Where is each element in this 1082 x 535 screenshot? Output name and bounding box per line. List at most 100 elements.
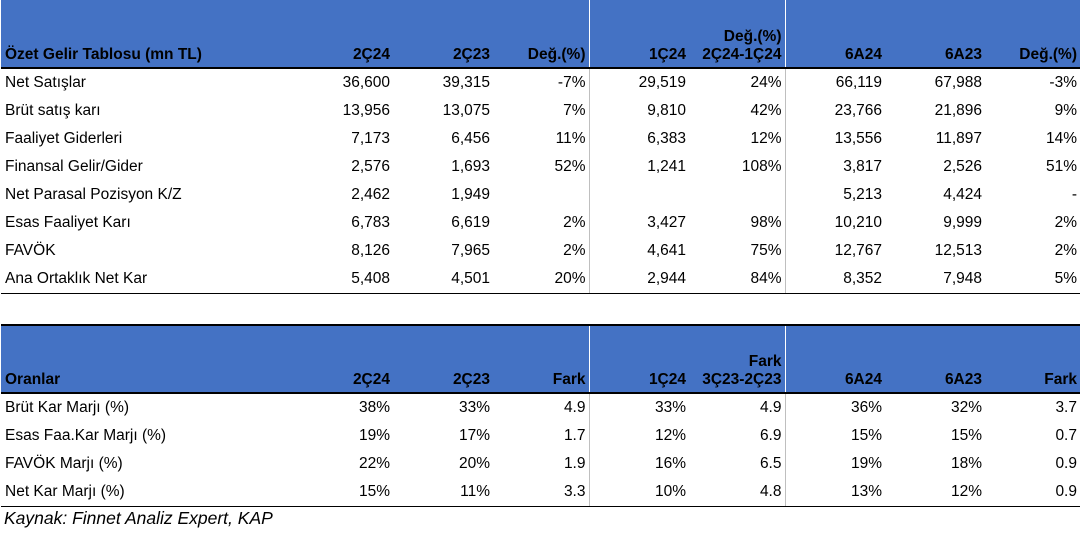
income-cell-q2-23: 1,949 xyxy=(451,186,490,203)
income-cell-q1-24 xyxy=(588,181,689,209)
ratios-cell-q2-24: 19% xyxy=(358,427,390,444)
ratios-cell-q2-23: 17% xyxy=(458,427,490,444)
income-cell-h1-23: 7,948 xyxy=(885,265,985,294)
income-header-q2-23: 2Ç23 xyxy=(452,46,490,63)
income-cell-chg-yoy: 52% xyxy=(554,158,586,175)
ratios-cell-chg-yoy: 1.9 xyxy=(563,455,586,472)
income-cell-label: Finansal Gelir/Gider xyxy=(5,158,143,175)
ratios-cell-q2-24: 22% xyxy=(358,455,390,472)
ratios-table: Oranlar 2Ç24 2Ç23 Fark 1Ç24 Fark 3Ç23-2Ç2… xyxy=(1,324,1080,507)
ratios-row: FAVÖK Marjı (%) 22% 20% 1.9 16% 6.5 19% 18% 0.9 xyxy=(1,450,1080,478)
income-cell-q2-24: 36,600 xyxy=(342,74,390,91)
income-cell-chg-qoq: 42% xyxy=(750,102,782,119)
income-header-h1-24: 6A24 xyxy=(784,0,885,68)
income-row: Faaliyet Giderleri 7,173 6,456 11% 6,383 12% 1… xyxy=(1,125,1080,153)
income-cell-label: Brüt satış karı xyxy=(5,102,101,119)
income-cell-q1-24: 2,944 xyxy=(588,265,689,294)
ratios-cell-chg-h: 3.7 xyxy=(1055,399,1077,416)
income-cell-label: Net Parasal Pozisyon K/Z xyxy=(5,186,182,203)
income-header-chg-qoq: Değ.(%) 2Ç24-1Ç24 xyxy=(689,1,785,69)
income-cell-h1-24: 66,119 xyxy=(784,68,885,97)
income-cell-h1-24: 8,352 xyxy=(784,265,885,294)
income-cell-chg-yoy: 11% xyxy=(555,130,586,147)
income-cell-q2-23: 6,456 xyxy=(451,130,490,147)
income-cell-h1-24: 10,210 xyxy=(784,209,885,237)
income-cell-q2-24: 2,576 xyxy=(351,158,390,175)
income-cell-h1-23: 4,424 xyxy=(943,186,982,203)
income-cell-chg-qoq: 75% xyxy=(750,242,782,259)
income-cell-q2-24: 8,126 xyxy=(351,242,390,259)
income-cell-q2-24: 5,408 xyxy=(293,265,393,294)
income-cell-chg-qoq: 98% xyxy=(750,214,782,231)
income-cell-chg-yoy: 20% xyxy=(493,265,589,294)
ratios-table-body: Brüt Kar Marjı (%) 38% 33% 4.9 33% 4.9 36% 32% 3… xyxy=(1,393,1080,507)
income-cell-h1-24: 5,213 xyxy=(784,181,885,209)
income-cell-h1-23: 2,526 xyxy=(943,158,982,175)
income-cell-q2-24: 2,462 xyxy=(351,186,390,203)
income-row: Brüt satış karı 13,956 13,075 7% 9,810 42% 23,… xyxy=(1,97,1080,125)
income-cell-chg-h: 5% xyxy=(985,265,1080,294)
ratios-cell-q2-24: 38% xyxy=(358,399,390,416)
income-cell-chg-qoq: 84% xyxy=(689,265,785,294)
income-cell-chg-yoy: 2% xyxy=(563,214,586,231)
ratios-cell-h1-24: 36% xyxy=(784,393,885,422)
income-cell-chg-qoq: 12% xyxy=(750,130,782,147)
ratios-cell-chg-yoy: 3.3 xyxy=(493,478,589,507)
ratios-cell-q1-24: 12% xyxy=(588,422,689,450)
income-cell-q2-23: 39,315 xyxy=(442,74,490,91)
ratios-cell-label: Brüt Kar Marjı (%) xyxy=(5,399,130,416)
ratios-cell-chg-qoq: 6.5 xyxy=(759,455,782,472)
income-cell-h1-23: 9,999 xyxy=(943,214,982,231)
income-cell-q2-24: 13,956 xyxy=(342,102,390,119)
ratios-cell-q2-24: 15% xyxy=(293,478,393,507)
income-cell-q1-24: 4,641 xyxy=(588,237,689,265)
ratios-cell-label: FAVÖK Marjı (%) xyxy=(5,455,123,472)
income-header-h1-23: 6A23 xyxy=(944,46,982,63)
income-cell-chg-h: 9% xyxy=(1054,102,1077,119)
ratios-header-q2-23: 2Ç23 xyxy=(452,371,490,388)
ratios-cell-q1-24: 10% xyxy=(588,478,689,507)
ratios-cell-h1-23: 32% xyxy=(950,399,982,416)
income-cell-chg-yoy xyxy=(493,181,589,209)
income-cell-q2-23: 7,965 xyxy=(451,242,490,259)
income-cell-chg-h: 2% xyxy=(1054,214,1077,231)
ratios-header-chg-qoq-line1: Fark xyxy=(748,353,782,370)
income-row: Ana Ortaklık Net Kar 5,408 4,501 20% 2,944 84… xyxy=(1,265,1080,294)
ratios-cell-q1-24: 33% xyxy=(588,393,689,422)
income-cell-chg-qoq: 108% xyxy=(741,158,782,175)
income-header-q1-24: 1Ç24 xyxy=(588,0,689,68)
income-cell-q1-24: 3,427 xyxy=(588,209,689,237)
source-note: Kaynak: Finnet Analiz Expert, KAP xyxy=(4,508,273,528)
income-cell-q1-24: 1,241 xyxy=(588,153,689,181)
income-header-chg-qoq-line1: Değ.(%) xyxy=(723,28,782,45)
ratios-cell-chg-h: 0.9 xyxy=(985,478,1080,507)
ratios-header-label: Oranlar xyxy=(5,371,61,388)
income-cell-h1-24: 3,817 xyxy=(784,153,885,181)
income-cell-h1-23: 12,513 xyxy=(934,242,982,259)
ratios-cell-q2-23: 20% xyxy=(458,455,490,472)
ratios-header-q2-24: 2Ç24 xyxy=(352,371,390,388)
ratios-cell-chg-yoy: 4.9 xyxy=(563,399,586,416)
ratios-row: Net Kar Marjı (%) 15% 11% 3.3 10% 4.8 13% 12% 0.… xyxy=(1,478,1080,507)
income-cell-chg-h: 14% xyxy=(1045,130,1077,147)
ratios-cell-chg-h: 0.7 xyxy=(1055,427,1077,444)
ratios-cell-label: Esas Faa.Kar Marjı (%) xyxy=(5,427,167,444)
income-header-chg-yoy: Değ.(%) xyxy=(527,46,586,63)
income-statement-table: Özet Gelir Tablosu (mn TL) 2Ç24 2Ç23 Değ… xyxy=(1,0,1080,294)
income-cell-label: FAVÖK xyxy=(5,242,56,259)
ratios-cell-h1-23: 15% xyxy=(950,427,982,444)
income-cell-chg-qoq xyxy=(689,181,785,209)
income-cell-q1-24: 6,383 xyxy=(588,125,689,153)
income-header-row: Özet Gelir Tablosu (mn TL) 2Ç24 2Ç23 Değ… xyxy=(1,0,1080,69)
income-cell-label: Faaliyet Giderleri xyxy=(5,130,123,147)
income-cell-h1-23: 11,897 xyxy=(935,130,982,147)
ratios-cell-label: Net Kar Marjı (%) xyxy=(1,478,293,507)
ratios-cell-q1-24: 16% xyxy=(588,450,689,478)
ratios-row: Esas Faa.Kar Marjı (%) 19% 17% 1.7 12% 6.9 15%… xyxy=(1,422,1080,450)
income-cell-q2-23: 1,693 xyxy=(451,158,490,175)
income-cell-q2-24: 7,173 xyxy=(351,130,390,147)
income-cell-h1-24: 12,767 xyxy=(784,237,885,265)
income-cell-q2-23: 6,619 xyxy=(451,214,490,231)
income-header-chg-h: Değ.(%) xyxy=(1019,46,1077,63)
ratios-header-chg-h: Fark xyxy=(1044,371,1077,388)
